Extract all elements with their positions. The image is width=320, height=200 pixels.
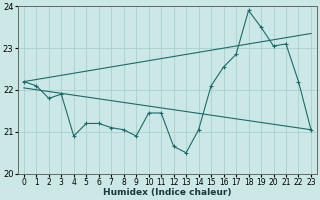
X-axis label: Humidex (Indice chaleur): Humidex (Indice chaleur) [103,188,232,197]
